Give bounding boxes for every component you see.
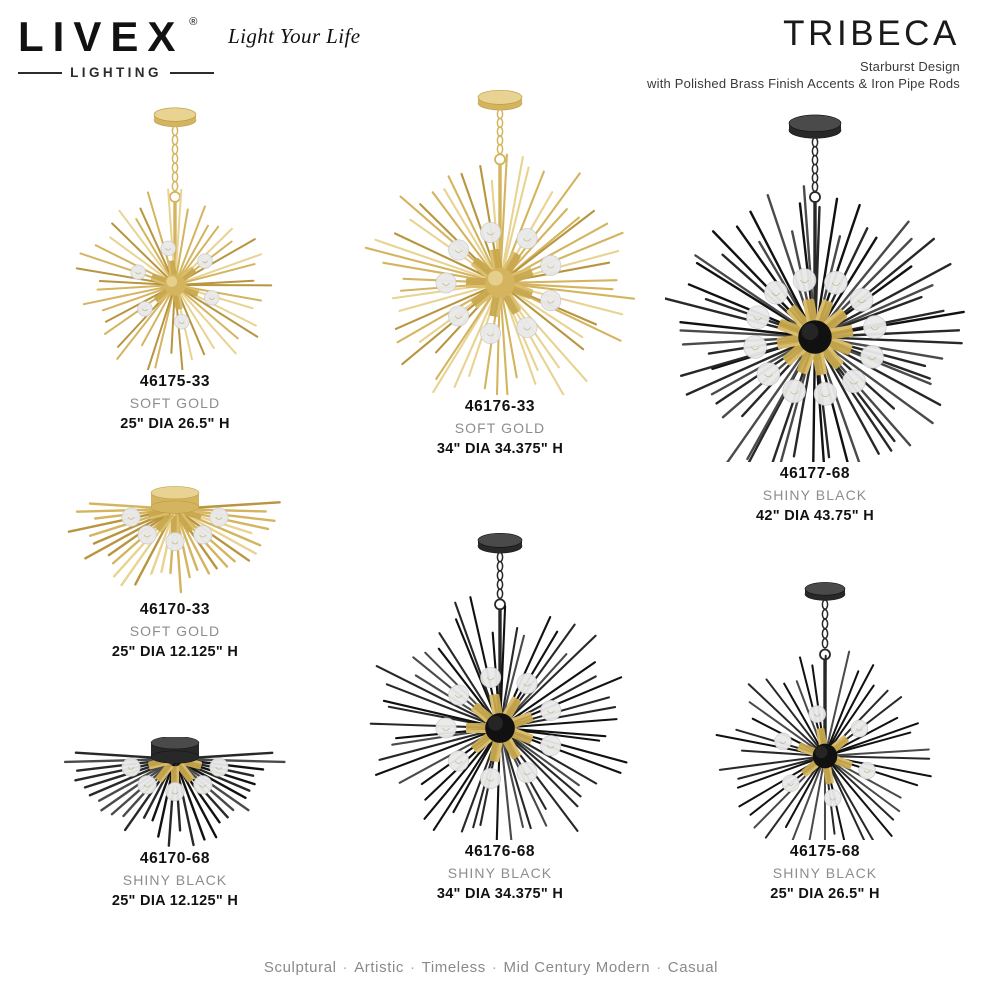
product-card-46175-33[interactable]: 46175-33 SOFT GOLD 25" DIA 26.5" H [50,100,300,435]
product-sku: 46175-33 [139,373,211,390]
product-caption: 46177-68 SHINY BLACK 42" DIA 43.75" H [660,464,970,527]
product-sku: 46177-68 [779,465,851,482]
brand-subtitle: LIGHTING [70,65,162,80]
footer-keyword: Timeless [421,959,486,976]
product-card-46170-33[interactable]: 46170-33 SOFT GOLD 25" DIA 12.125" H [50,483,300,663]
product-card-46170-68[interactable]: 46170-68 SHINY BLACK 25" DIA 12.125" H [50,737,300,912]
product-sku: 46176-68 [464,843,536,860]
fixture-illustration-46175-68 [715,582,932,840]
product-caption: 46175-33 SOFT GOLD 25" DIA 26.5" H [50,372,300,435]
product-dimensions: 25" DIA 12.125" H [111,892,239,909]
product-dimensions: 34" DIA 34.375" H [436,440,564,457]
product-caption: 46175-68 SHINY BLACK 25" DIA 26.5" H [690,842,960,905]
brand-logo: LIVEX ® LIGHTING [18,16,228,80]
footer-separator: · [342,959,349,976]
product-dimensions: 25" DIA 12.125" H [111,643,239,660]
product-card-46175-68[interactable]: 46175-68 SHINY BLACK 25" DIA 26.5" H [690,578,960,905]
logo-rule-right [169,71,215,74]
footer-separator: · [410,959,416,976]
fixture-illustration-46170-68 [63,737,286,847]
footer-keywords: Sculptural · Artistic · Timeless · Mid Century… [0,959,982,976]
fixture-illustration-46175-33 [75,107,273,370]
fixture-illustration-46176-68 [369,532,628,840]
product-card-46176-68[interactable]: 46176-68 SHINY BLACK 34" DIA 34.375" H [350,528,650,905]
product-finish: SHINY BLACK [772,864,878,881]
product-dimensions: 42" DIA 43.75" H [756,507,874,524]
footer-keyword: Casual [667,959,719,976]
footer-keyword: Mid Century Modern [503,959,651,976]
registered-trademark-icon: ® [189,16,198,28]
series-header: TRIBECA Starburst Design with Polished B… [647,14,960,91]
brand-name: LIVEX ® [18,13,197,60]
footer-separator: · [491,959,498,976]
footer-keyword: Sculptural [263,959,337,976]
footer-separator: · [656,959,662,976]
series-subtitle-design: Starburst Design [859,58,960,74]
product-finish: SHINY BLACK [122,871,228,888]
page-header: LIVEX ® LIGHTING Light Your Life TRIBECA … [0,0,982,100]
brand-name-text: LIVEX [18,13,185,60]
product-card-46176-33[interactable]: 46176-33 SOFT GOLD 34" DIA 34.375" H [345,85,655,460]
brand-tagline: Light Your Life [228,24,361,48]
product-sku: 46170-33 [139,601,211,618]
product-card-46177-68[interactable]: 46177-68 SHINY BLACK 42" DIA 43.75" H [660,112,970,527]
product-finish: SHINY BLACK [762,486,868,503]
fixture-illustration-46170-33 [67,486,281,594]
product-finish: SOFT GOLD [129,394,221,411]
product-sku: 46170-68 [139,850,211,867]
product-sku: 46176-33 [464,398,536,415]
product-caption: 46176-68 SHINY BLACK 34" DIA 34.375" H [350,842,650,905]
brand-subtitle-row: LIGHTING [18,65,215,80]
product-dimensions: 25" DIA 26.5" H [770,885,880,902]
product-dimensions: 34" DIA 34.375" H [436,885,564,902]
product-finish: SHINY BLACK [447,864,553,881]
product-caption: 46170-68 SHINY BLACK 25" DIA 12.125" H [50,849,300,912]
fixture-illustration-46176-33 [364,89,636,395]
series-subtitle-materials: with Polished Brass Finish Accents & Iro… [647,75,960,91]
footer-keyword: Artistic [354,959,405,976]
product-caption: 46176-33 SOFT GOLD 34" DIA 34.375" H [345,397,655,460]
logo-rule-left [18,71,63,74]
product-dimensions: 25" DIA 26.5" H [120,415,230,432]
fixture-illustration-46177-68 [665,114,965,462]
product-finish: SOFT GOLD [454,419,546,436]
product-sku: 46175-68 [789,843,861,860]
product-caption: 46170-33 SOFT GOLD 25" DIA 12.125" H [50,600,300,663]
product-finish: SOFT GOLD [129,622,221,639]
series-title: TRIBECA [783,14,960,53]
